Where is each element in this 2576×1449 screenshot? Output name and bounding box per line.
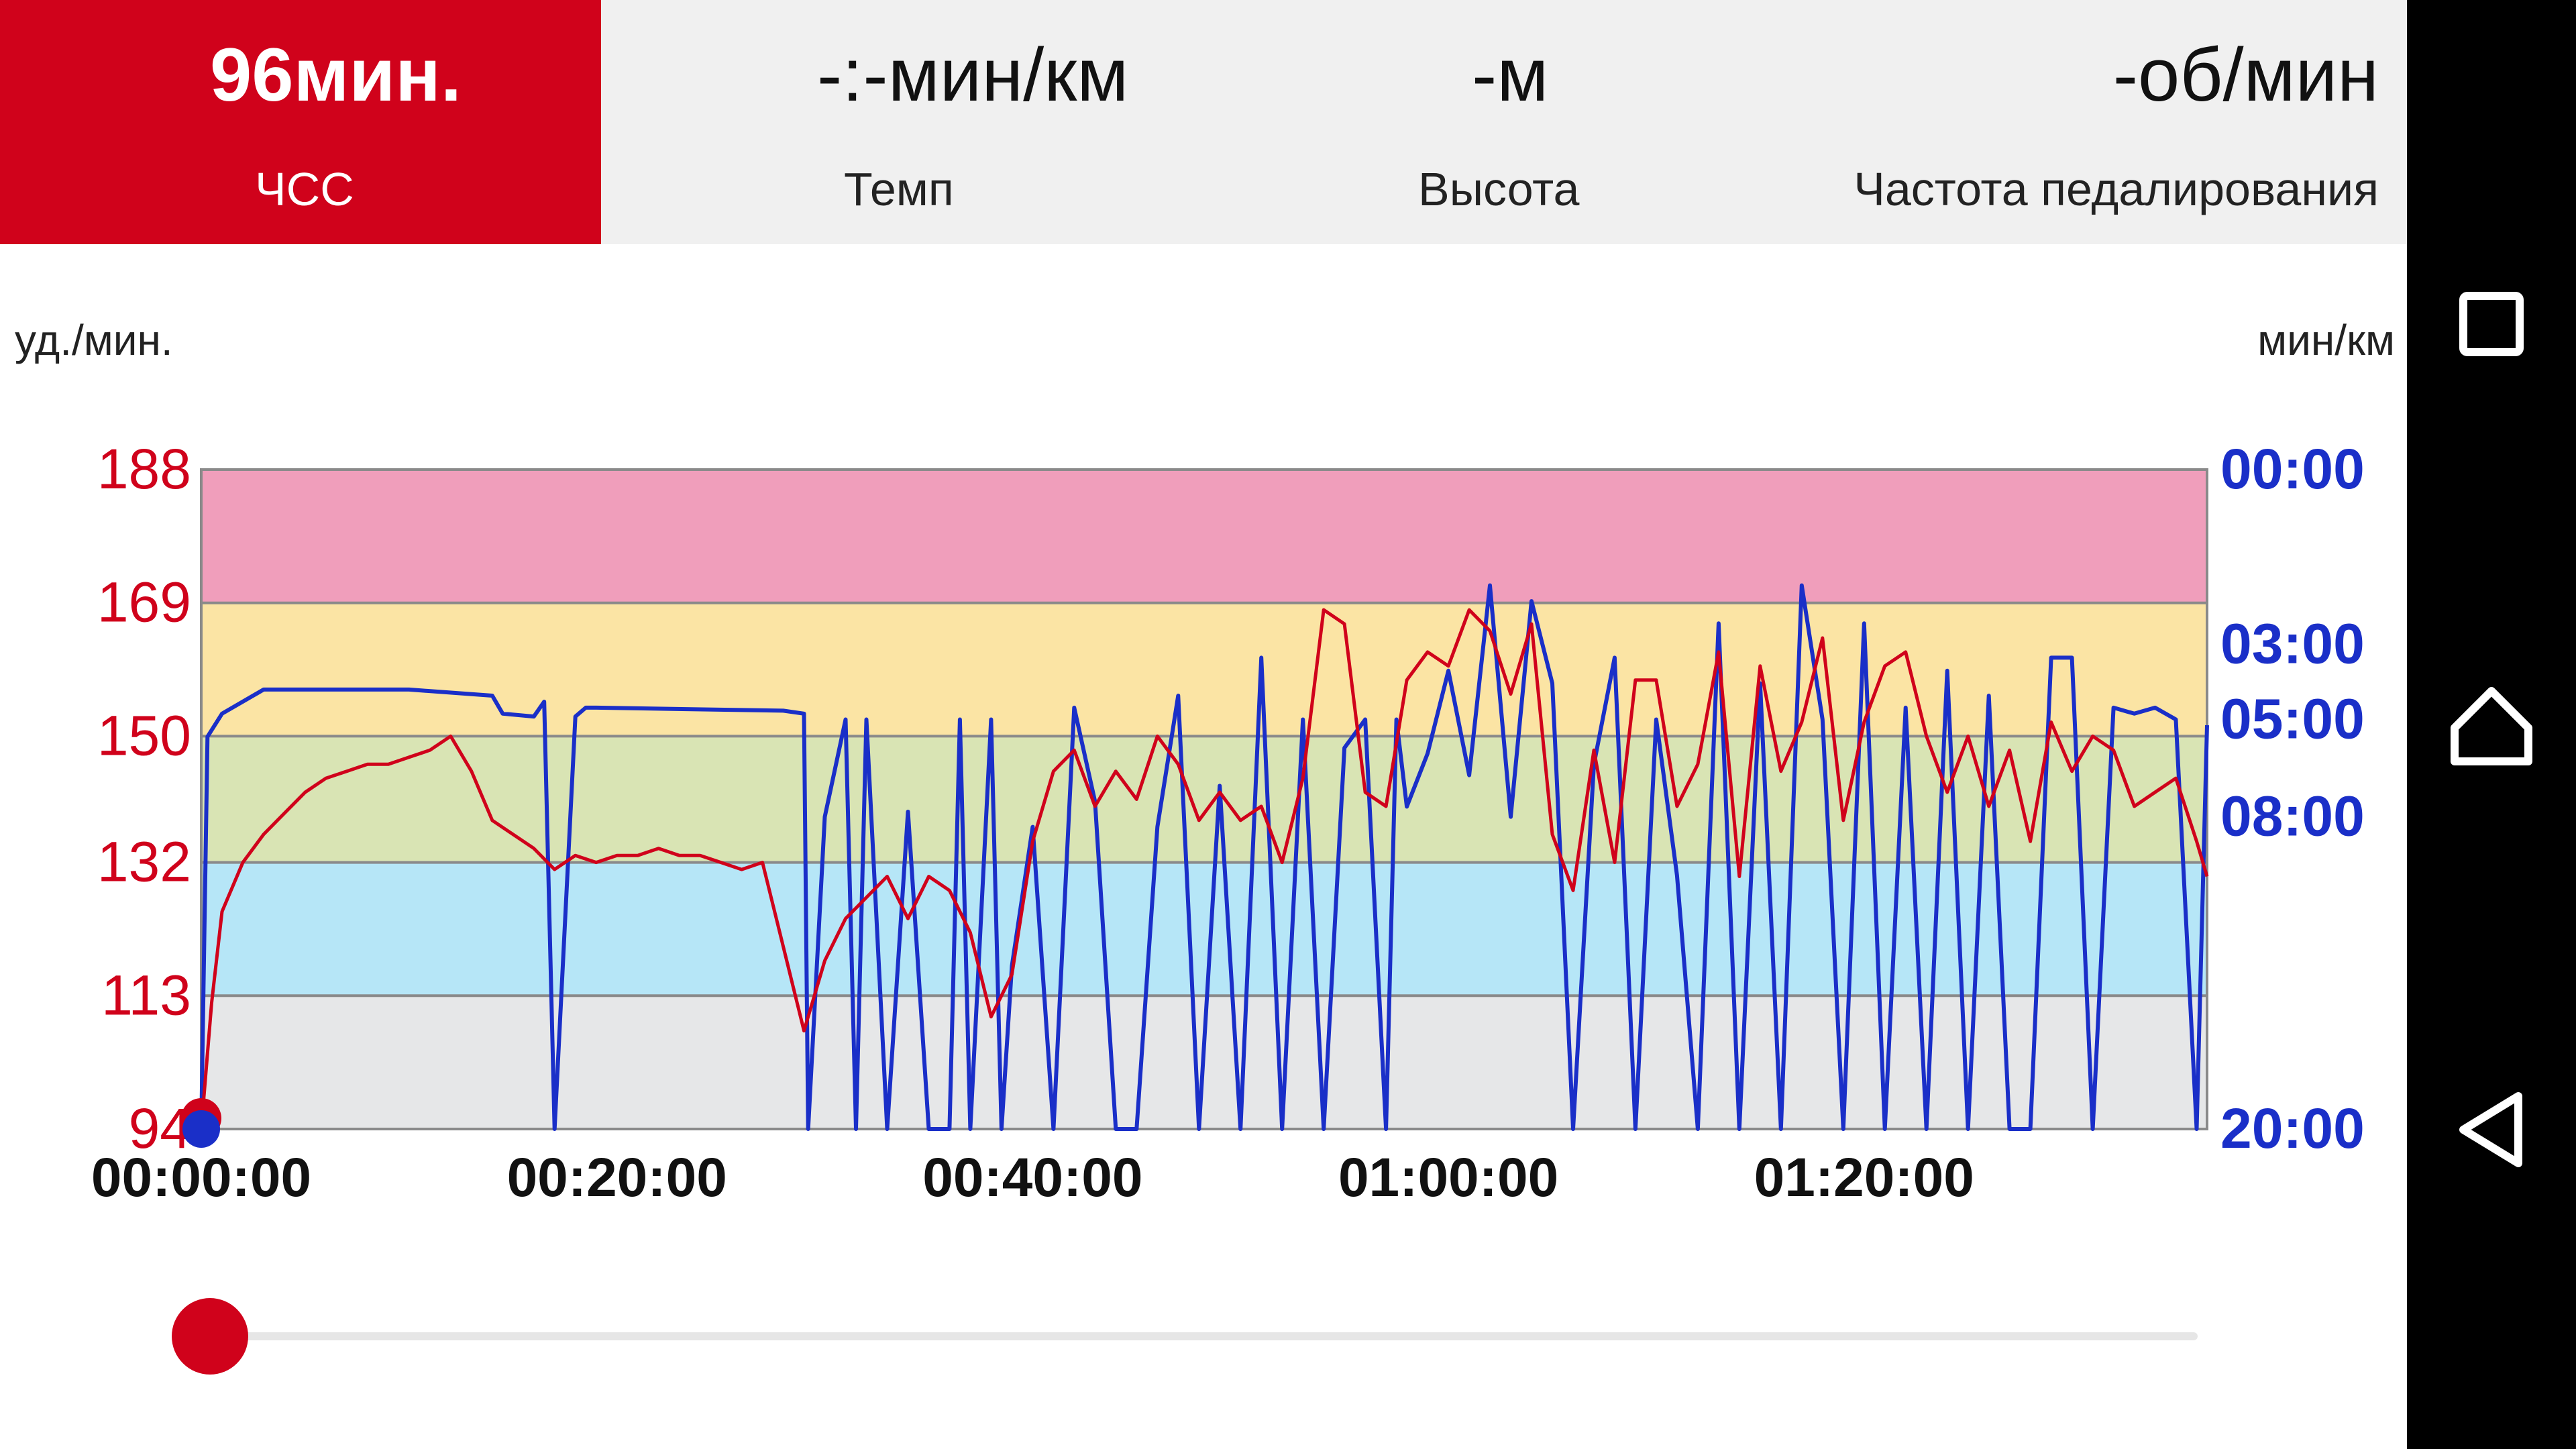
home-button[interactable] bbox=[2446, 679, 2537, 770]
pace-position-marker bbox=[182, 1110, 220, 1148]
pace-tick-label: 20:00 bbox=[2220, 1097, 2365, 1160]
metric-label: ЧСС bbox=[255, 163, 354, 215]
hr-tick-label: 113 bbox=[101, 963, 191, 1026]
hr-zone-band bbox=[201, 470, 2207, 603]
pace-tick-label: 08:00 bbox=[2220, 785, 2365, 848]
timeline-slider-track[interactable] bbox=[208, 1332, 2198, 1340]
home-icon bbox=[2451, 687, 2532, 765]
pace-tick-label: 00:00 bbox=[2220, 437, 2365, 500]
hr-tick-label: 150 bbox=[97, 704, 191, 767]
metric-value: 96мин. bbox=[210, 33, 462, 117]
heart-rate-pace-chart[interactable]: 188 169 150 132 113 94 00:00 03:00 05:00 08:00 20:… bbox=[0, 416, 2407, 1221]
metric-tab-pace[interactable]: -:-мин/км Темп bbox=[601, 0, 1191, 244]
hr-zone-band bbox=[201, 862, 2207, 996]
metric-label: Частота педалирования bbox=[1854, 163, 2379, 215]
hr-tick-label: 132 bbox=[97, 830, 191, 894]
hr-tick-label: 94 bbox=[129, 1097, 191, 1160]
metric-label: Темп bbox=[844, 163, 954, 215]
metric-tabs: 96мин. ЧСС -:-мин/км Темп -м Высота -об/… bbox=[0, 0, 2407, 244]
back-triangle-icon bbox=[2459, 1092, 2522, 1167]
metric-tab-heart-rate[interactable]: 96мин. ЧСС bbox=[0, 0, 601, 244]
right-axis-unit: мин/км bbox=[2257, 316, 2395, 364]
time-tick-label: 01:00:00 bbox=[1338, 1147, 1558, 1208]
timeline-slider-thumb[interactable] bbox=[172, 1298, 248, 1375]
time-tick-label: 01:20:00 bbox=[1754, 1147, 1974, 1208]
recent-apps-button[interactable] bbox=[2446, 278, 2537, 370]
hr-tick-label: 169 bbox=[97, 571, 191, 634]
left-axis-unit: уд./мин. bbox=[15, 316, 173, 364]
metric-value: -об/мин bbox=[2112, 33, 2379, 117]
metric-tab-altitude[interactable]: -м Высота bbox=[1191, 0, 1674, 244]
time-tick-label: 00:00:00 bbox=[91, 1147, 311, 1208]
metric-value: -м bbox=[1472, 33, 1549, 117]
hr-tick-label: 188 bbox=[97, 437, 191, 500]
metric-label: Высота bbox=[1418, 163, 1580, 215]
time-tick-label: 00:20:00 bbox=[507, 1147, 727, 1208]
system-nav-bar bbox=[2407, 0, 2576, 1449]
square-icon bbox=[2459, 292, 2524, 356]
pace-tick-label: 03:00 bbox=[2220, 612, 2365, 676]
pace-tick-label: 05:00 bbox=[2220, 687, 2365, 750]
pace-series-line bbox=[199, 583, 2209, 1131]
back-button[interactable] bbox=[2446, 1084, 2537, 1175]
time-tick-label: 00:40:00 bbox=[922, 1147, 1142, 1208]
metric-value: -:-мин/км bbox=[817, 33, 1129, 117]
metric-tab-cadence[interactable]: -об/мин Частота педалирования bbox=[1674, 0, 2407, 244]
hr-series-line bbox=[199, 608, 2209, 1130]
